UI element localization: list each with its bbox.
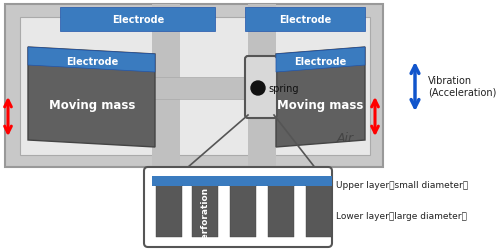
Polygon shape	[28, 48, 155, 73]
Text: Upper layer（small diameter）: Upper layer（small diameter）	[336, 180, 468, 189]
Bar	[152, 175, 324, 239]
Polygon shape	[28, 48, 155, 147]
Bar	[60, 8, 215, 32]
Bar	[230, 176, 256, 186]
Bar	[118, 78, 313, 100]
Circle shape	[251, 82, 265, 96]
FancyBboxPatch shape	[144, 167, 332, 247]
Bar	[306, 176, 332, 186]
Text: Lower layer（large diameter）: Lower layer（large diameter）	[336, 212, 467, 220]
Bar	[230, 185, 256, 237]
Bar	[268, 176, 294, 186]
Bar	[192, 185, 218, 237]
Text: Electrode: Electrode	[112, 15, 164, 25]
Bar	[248, 5, 276, 167]
Bar	[156, 176, 182, 186]
Bar	[20, 18, 370, 155]
Text: Electrode: Electrode	[66, 57, 118, 67]
Text: Electrode: Electrode	[279, 15, 331, 25]
Bar	[245, 8, 365, 32]
Text: Moving mass: Moving mass	[277, 98, 363, 111]
Bar	[192, 176, 218, 186]
Bar	[268, 185, 294, 237]
Text: Electrode: Electrode	[294, 57, 346, 67]
Text: spring: spring	[268, 84, 298, 94]
Text: Vibration
(Acceleration): Vibration (Acceleration)	[428, 76, 496, 98]
Text: Perforation: Perforation	[200, 186, 209, 244]
Text: Moving mass: Moving mass	[49, 98, 135, 111]
Text: Air: Air	[336, 131, 353, 144]
Polygon shape	[276, 48, 365, 147]
Bar	[5, 5, 383, 167]
FancyBboxPatch shape	[245, 57, 277, 118]
Bar	[306, 185, 332, 237]
Bar	[152, 5, 180, 167]
Bar	[152, 176, 324, 186]
Polygon shape	[276, 48, 365, 73]
Text: Intersection of mass: Intersection of mass	[188, 251, 288, 252]
Bar	[156, 185, 182, 237]
